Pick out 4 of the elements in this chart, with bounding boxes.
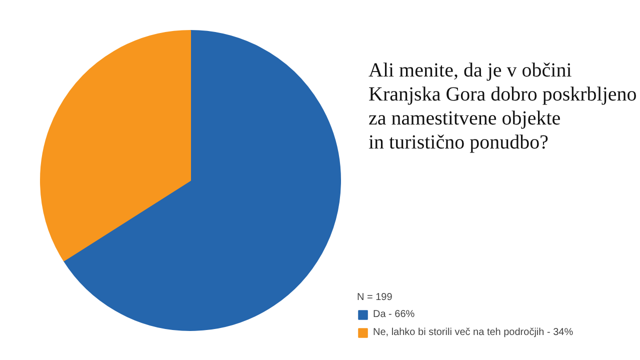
legend-label: Ne, lahko bi storili več na teh področjih - 34%	[373, 326, 574, 338]
legend-title: N = 199	[357, 292, 394, 303]
text: Ali menite, da je v občini Kranjska Gora dobro poskrbljeno za namestitvene objekte in turistično ponudbo?	[368, 60, 637, 154]
legend-label: Da - 66%	[373, 308, 415, 320]
